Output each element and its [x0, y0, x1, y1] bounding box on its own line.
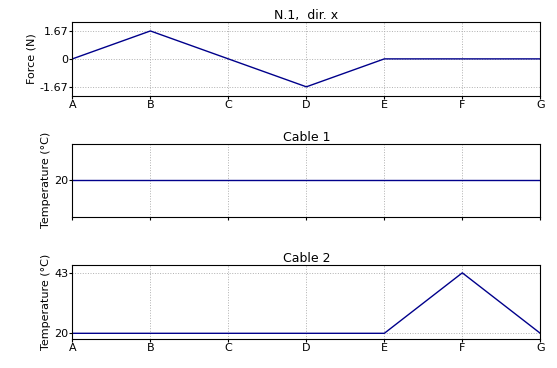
Title: Cable 1: Cable 1	[282, 131, 330, 144]
Title: N.1,  dir. x: N.1, dir. x	[274, 9, 339, 22]
Y-axis label: Temperature (°C): Temperature (°C)	[41, 132, 51, 229]
Title: Cable 2: Cable 2	[282, 252, 330, 265]
Y-axis label: Force (N): Force (N)	[27, 33, 37, 84]
Y-axis label: Temperature (°C): Temperature (°C)	[41, 254, 51, 350]
